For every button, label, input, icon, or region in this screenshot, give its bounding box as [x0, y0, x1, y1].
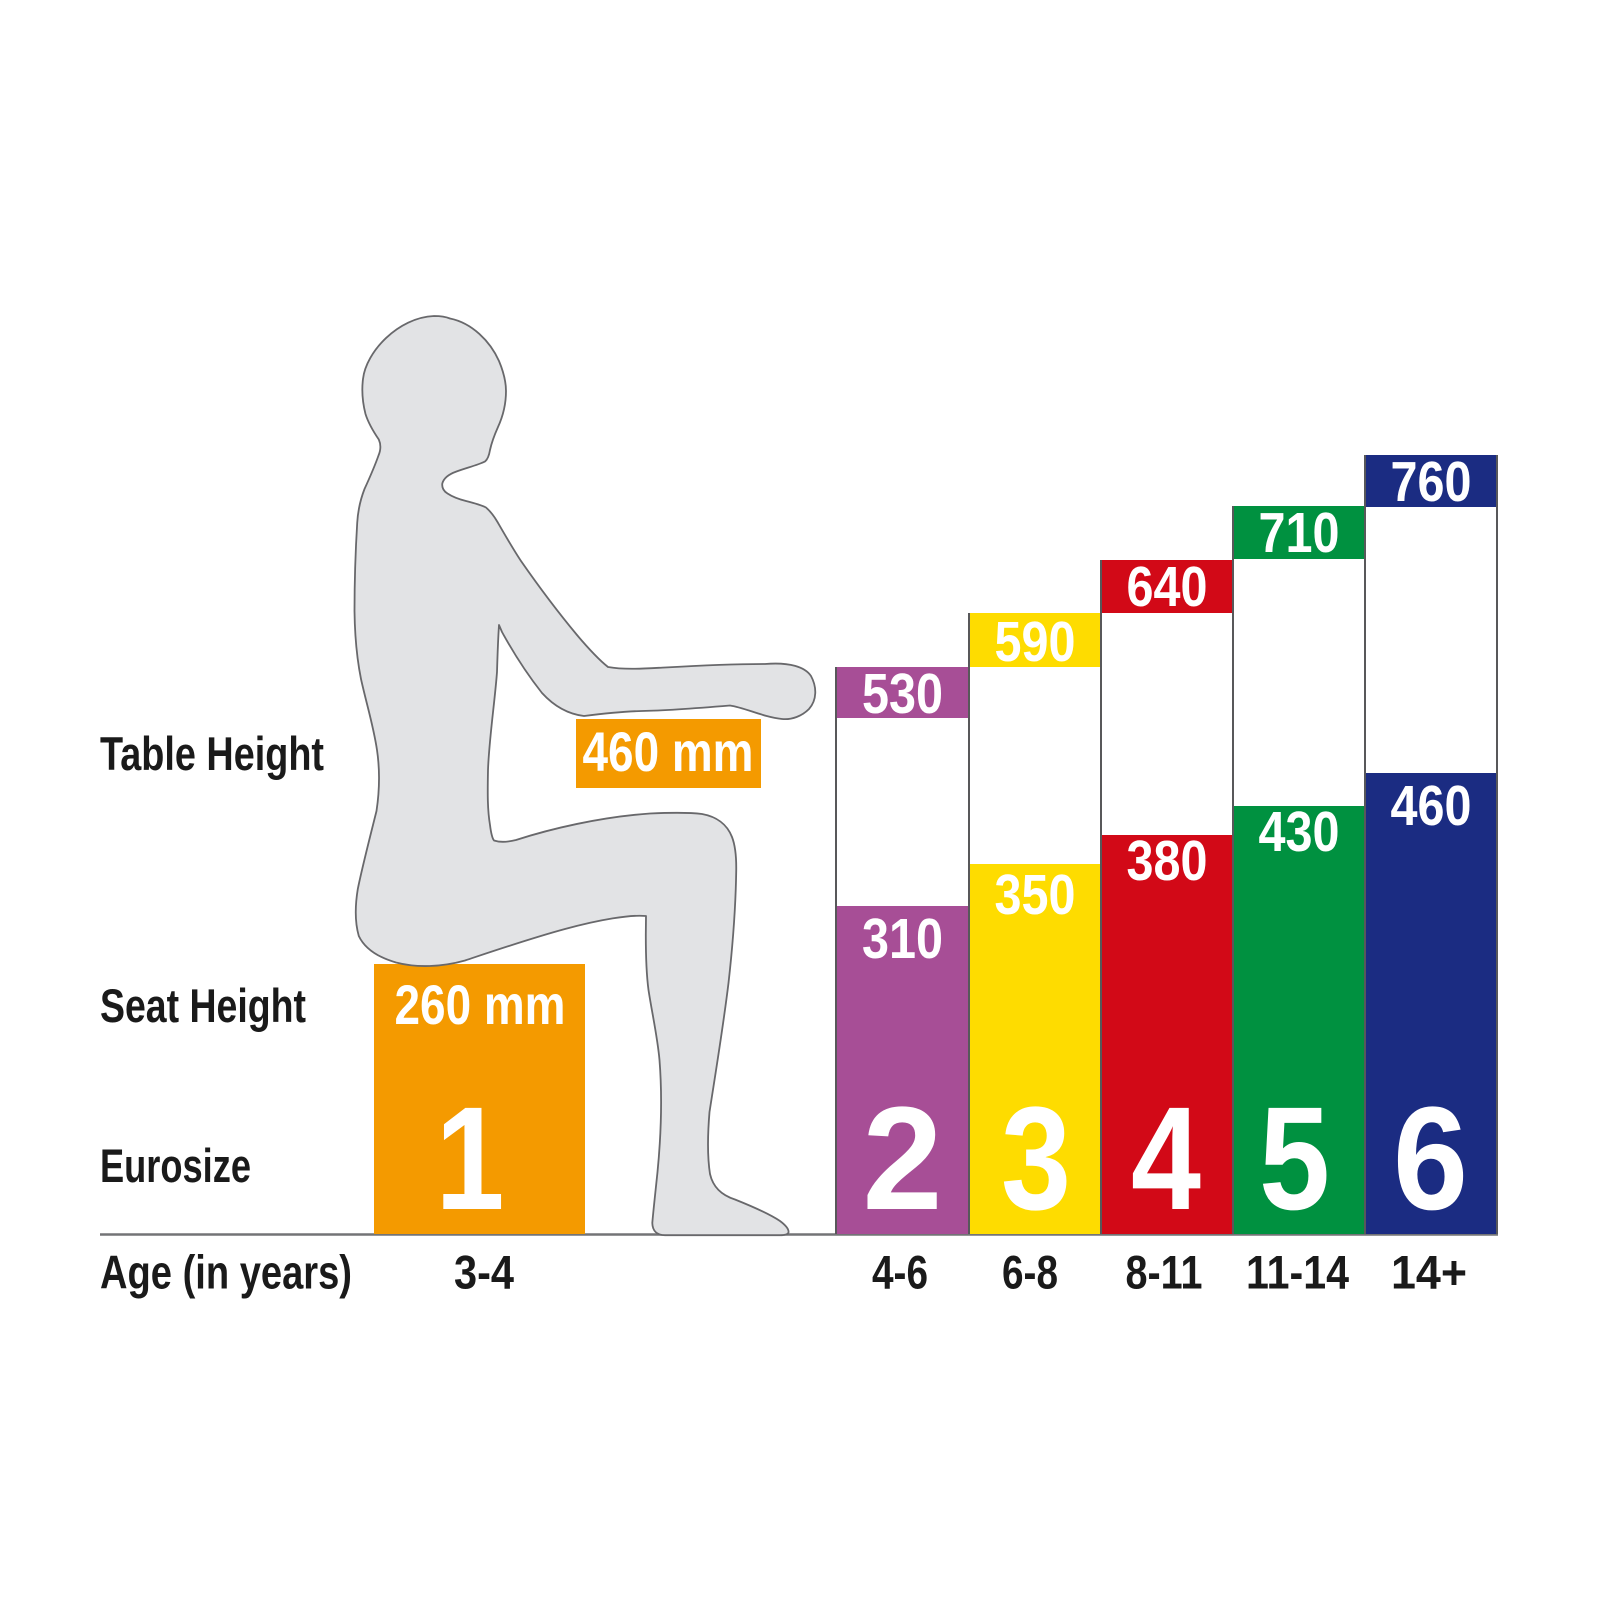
svg-text:3: 3 — [1001, 1077, 1071, 1241]
svg-text:Table Height: Table Height — [100, 727, 324, 780]
svg-text:530: 530 — [862, 662, 943, 726]
svg-text:380: 380 — [1127, 829, 1208, 893]
svg-text:2: 2 — [863, 1077, 943, 1241]
svg-text:5: 5 — [1259, 1077, 1330, 1241]
svg-text:460: 460 — [1391, 774, 1472, 838]
svg-text:4: 4 — [1131, 1077, 1201, 1241]
svg-text:590: 590 — [995, 610, 1076, 674]
svg-text:14+: 14+ — [1391, 1246, 1467, 1299]
svg-text:Eurosize: Eurosize — [100, 1139, 251, 1192]
svg-text:310: 310 — [862, 907, 943, 971]
svg-text:460 mm: 460 mm — [583, 720, 754, 783]
svg-text:640: 640 — [1127, 555, 1208, 619]
svg-text:6: 6 — [1393, 1077, 1468, 1241]
svg-text:1: 1 — [436, 1077, 505, 1241]
svg-text:430: 430 — [1259, 800, 1340, 864]
svg-text:260 mm: 260 mm — [395, 973, 566, 1036]
svg-text:760: 760 — [1391, 450, 1472, 514]
svg-text:4-6: 4-6 — [872, 1246, 928, 1299]
svg-text:8-11: 8-11 — [1126, 1246, 1203, 1299]
svg-text:3-4: 3-4 — [454, 1246, 514, 1299]
svg-text:6-8: 6-8 — [1002, 1246, 1058, 1299]
svg-text:350: 350 — [995, 863, 1076, 927]
svg-text:710: 710 — [1259, 501, 1340, 565]
svg-text:11-14: 11-14 — [1246, 1246, 1349, 1299]
svg-text:Seat Height: Seat Height — [100, 979, 306, 1032]
svg-text:Age (in years): Age (in years) — [100, 1246, 352, 1299]
